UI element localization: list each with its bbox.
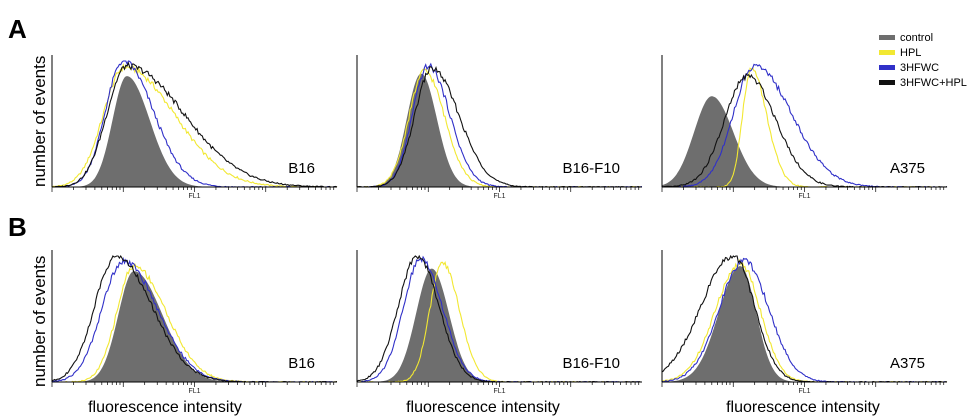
- series-control: [52, 271, 337, 382]
- legend-label-3hfwc: 3HFWC: [900, 61, 940, 74]
- series-control: [357, 73, 642, 187]
- x-tick-label-fl1: FL1: [798, 388, 810, 395]
- cell-line-label: A375: [890, 160, 925, 177]
- series-3hfwc-hpl: [51, 61, 338, 188]
- legend-swatch-3hfwc-hpl: [879, 80, 895, 85]
- legend-swatch-control: [879, 35, 895, 40]
- legend-swatch-3hfwc: [879, 65, 895, 70]
- legend-item-3hfwc: 3HFWC: [879, 60, 967, 75]
- x-tick-label-fl1: FL1: [188, 193, 200, 200]
- x-tick-label-fl1: FL1: [493, 193, 505, 200]
- legend-label-control: control: [900, 31, 934, 44]
- cell-line-label: B16: [288, 355, 315, 372]
- series-control: [52, 76, 337, 187]
- x-axis-label-col-2: fluorescence intensity: [406, 399, 560, 416]
- legend-label-hpl: HPL: [900, 46, 922, 59]
- cell-line-label: B16-F10: [562, 355, 620, 372]
- cell-line-label: A375: [890, 355, 925, 372]
- cell-line-label: B16: [288, 160, 315, 177]
- panel-letter-b: B: [8, 212, 27, 242]
- x-tick-label-fl1: FL1: [493, 388, 505, 395]
- histogram-panel-b-a375: FL1 A375: [661, 250, 948, 395]
- histogram-panel-a-b16: FL1 B16: [51, 55, 338, 200]
- x-axis-label-col-1: fluorescence intensity: [88, 399, 242, 416]
- histogram-panel-a-b16-f10: FL1 B16-F10: [356, 55, 643, 200]
- histogram-panel-b-b16-f10: FL1 B16-F10: [356, 250, 642, 395]
- series-control: [662, 96, 947, 187]
- legend-item-hpl: HPL: [879, 45, 967, 60]
- x-axis-label-col-3: fluorescence intensity: [726, 399, 880, 416]
- series-control: [662, 266, 947, 382]
- legend: control HPL 3HFWC 3HFWC+HPL: [879, 30, 967, 90]
- legend-swatch-hpl: [879, 50, 895, 55]
- series-control: [357, 268, 642, 382]
- panel-letter-a: A: [8, 14, 27, 44]
- x-tick-label-fl1: FL1: [798, 193, 810, 200]
- legend-item-control: control: [879, 30, 967, 45]
- legend-item-3hfwc-hpl: 3HFWC+HPL: [879, 75, 967, 90]
- x-tick-label-fl1: FL1: [188, 388, 200, 395]
- cell-line-label: B16-F10: [562, 160, 620, 177]
- legend-label-3hfwc-hpl: 3HFWC+HPL: [900, 76, 967, 89]
- histogram-panel-b-b16: FL1 B16: [51, 250, 338, 395]
- histogram-panel-a-a375: FL1 A375: [661, 55, 948, 200]
